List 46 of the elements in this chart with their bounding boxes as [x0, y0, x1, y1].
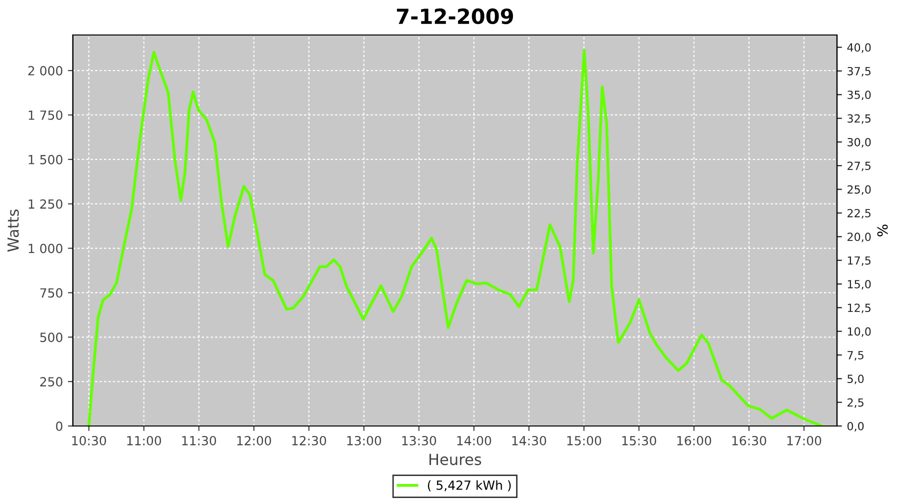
- x-tick-label: 11:30: [182, 436, 216, 446]
- y2-tick-label: 7,5: [848, 351, 864, 361]
- chart-title: 7-12-2009: [396, 8, 514, 24]
- y2-tick-label: 5,0: [848, 374, 864, 384]
- legend-label: ( 5,427 kWh ): [428, 480, 511, 492]
- y2-tick-label: 40,0: [847, 43, 871, 53]
- y2-tick-label: 17,5: [848, 256, 870, 266]
- y-axis-title: Watts: [8, 210, 19, 252]
- y-tick-label: 2 000: [28, 66, 62, 76]
- y2-axis-title: %: [877, 224, 888, 236]
- y-tick-label: 1 000: [28, 244, 62, 254]
- y2-tick-label: 0,0: [847, 422, 864, 432]
- x-tick-label: 13:00: [347, 436, 382, 446]
- y2-tick-label: 37,5: [848, 66, 870, 76]
- line-series: [87, 48, 824, 426]
- y2-tick-label: 27,5: [848, 162, 870, 172]
- y2-tick-label: 10,0: [848, 327, 871, 337]
- x-tick-label: 13:30: [402, 436, 436, 446]
- y2-tick-label: 22,5: [848, 208, 870, 218]
- y2-tick-label: 25,0: [848, 185, 871, 195]
- x-tick-label: 16:30: [732, 436, 766, 446]
- x-tick-label: 12:00: [237, 436, 272, 446]
- y2-tick-label: 32,5: [848, 114, 870, 124]
- x-tick-label: 15:30: [622, 436, 656, 446]
- x-tick-label: 10:30: [72, 436, 106, 446]
- x-tick-label: 12:30: [292, 436, 326, 446]
- y2-tick-label: 35,0: [848, 90, 871, 100]
- y-tick-label: 500: [40, 332, 62, 342]
- y-tick-label: 750: [40, 288, 62, 298]
- y2-tick-label: 15,0: [848, 280, 871, 290]
- x-tick-label: 17:00: [787, 436, 822, 446]
- y-tick-label: 250: [40, 377, 62, 386]
- x-tick-label: 16:00: [677, 436, 712, 446]
- y-tick-label: 1 500: [28, 154, 62, 164]
- y-tick-label: 0: [56, 421, 62, 431]
- x-tick-label: 15:00: [567, 436, 602, 446]
- y2-tick-label: 30,0: [848, 138, 871, 148]
- x-axis-title: Heures: [430, 454, 482, 466]
- x-tick-label: 11:00: [127, 436, 162, 446]
- y-tick-label: 1 250: [28, 199, 62, 209]
- y2-tick-label: 12,5: [848, 304, 870, 314]
- x-tick-label: 14:00: [457, 436, 492, 446]
- y-tick-label: 1 750: [28, 110, 62, 120]
- y2-tick-label: 2,5: [848, 398, 864, 408]
- x-tick-label: 14:30: [512, 436, 546, 446]
- y2-tick-label: 20,0: [848, 232, 871, 242]
